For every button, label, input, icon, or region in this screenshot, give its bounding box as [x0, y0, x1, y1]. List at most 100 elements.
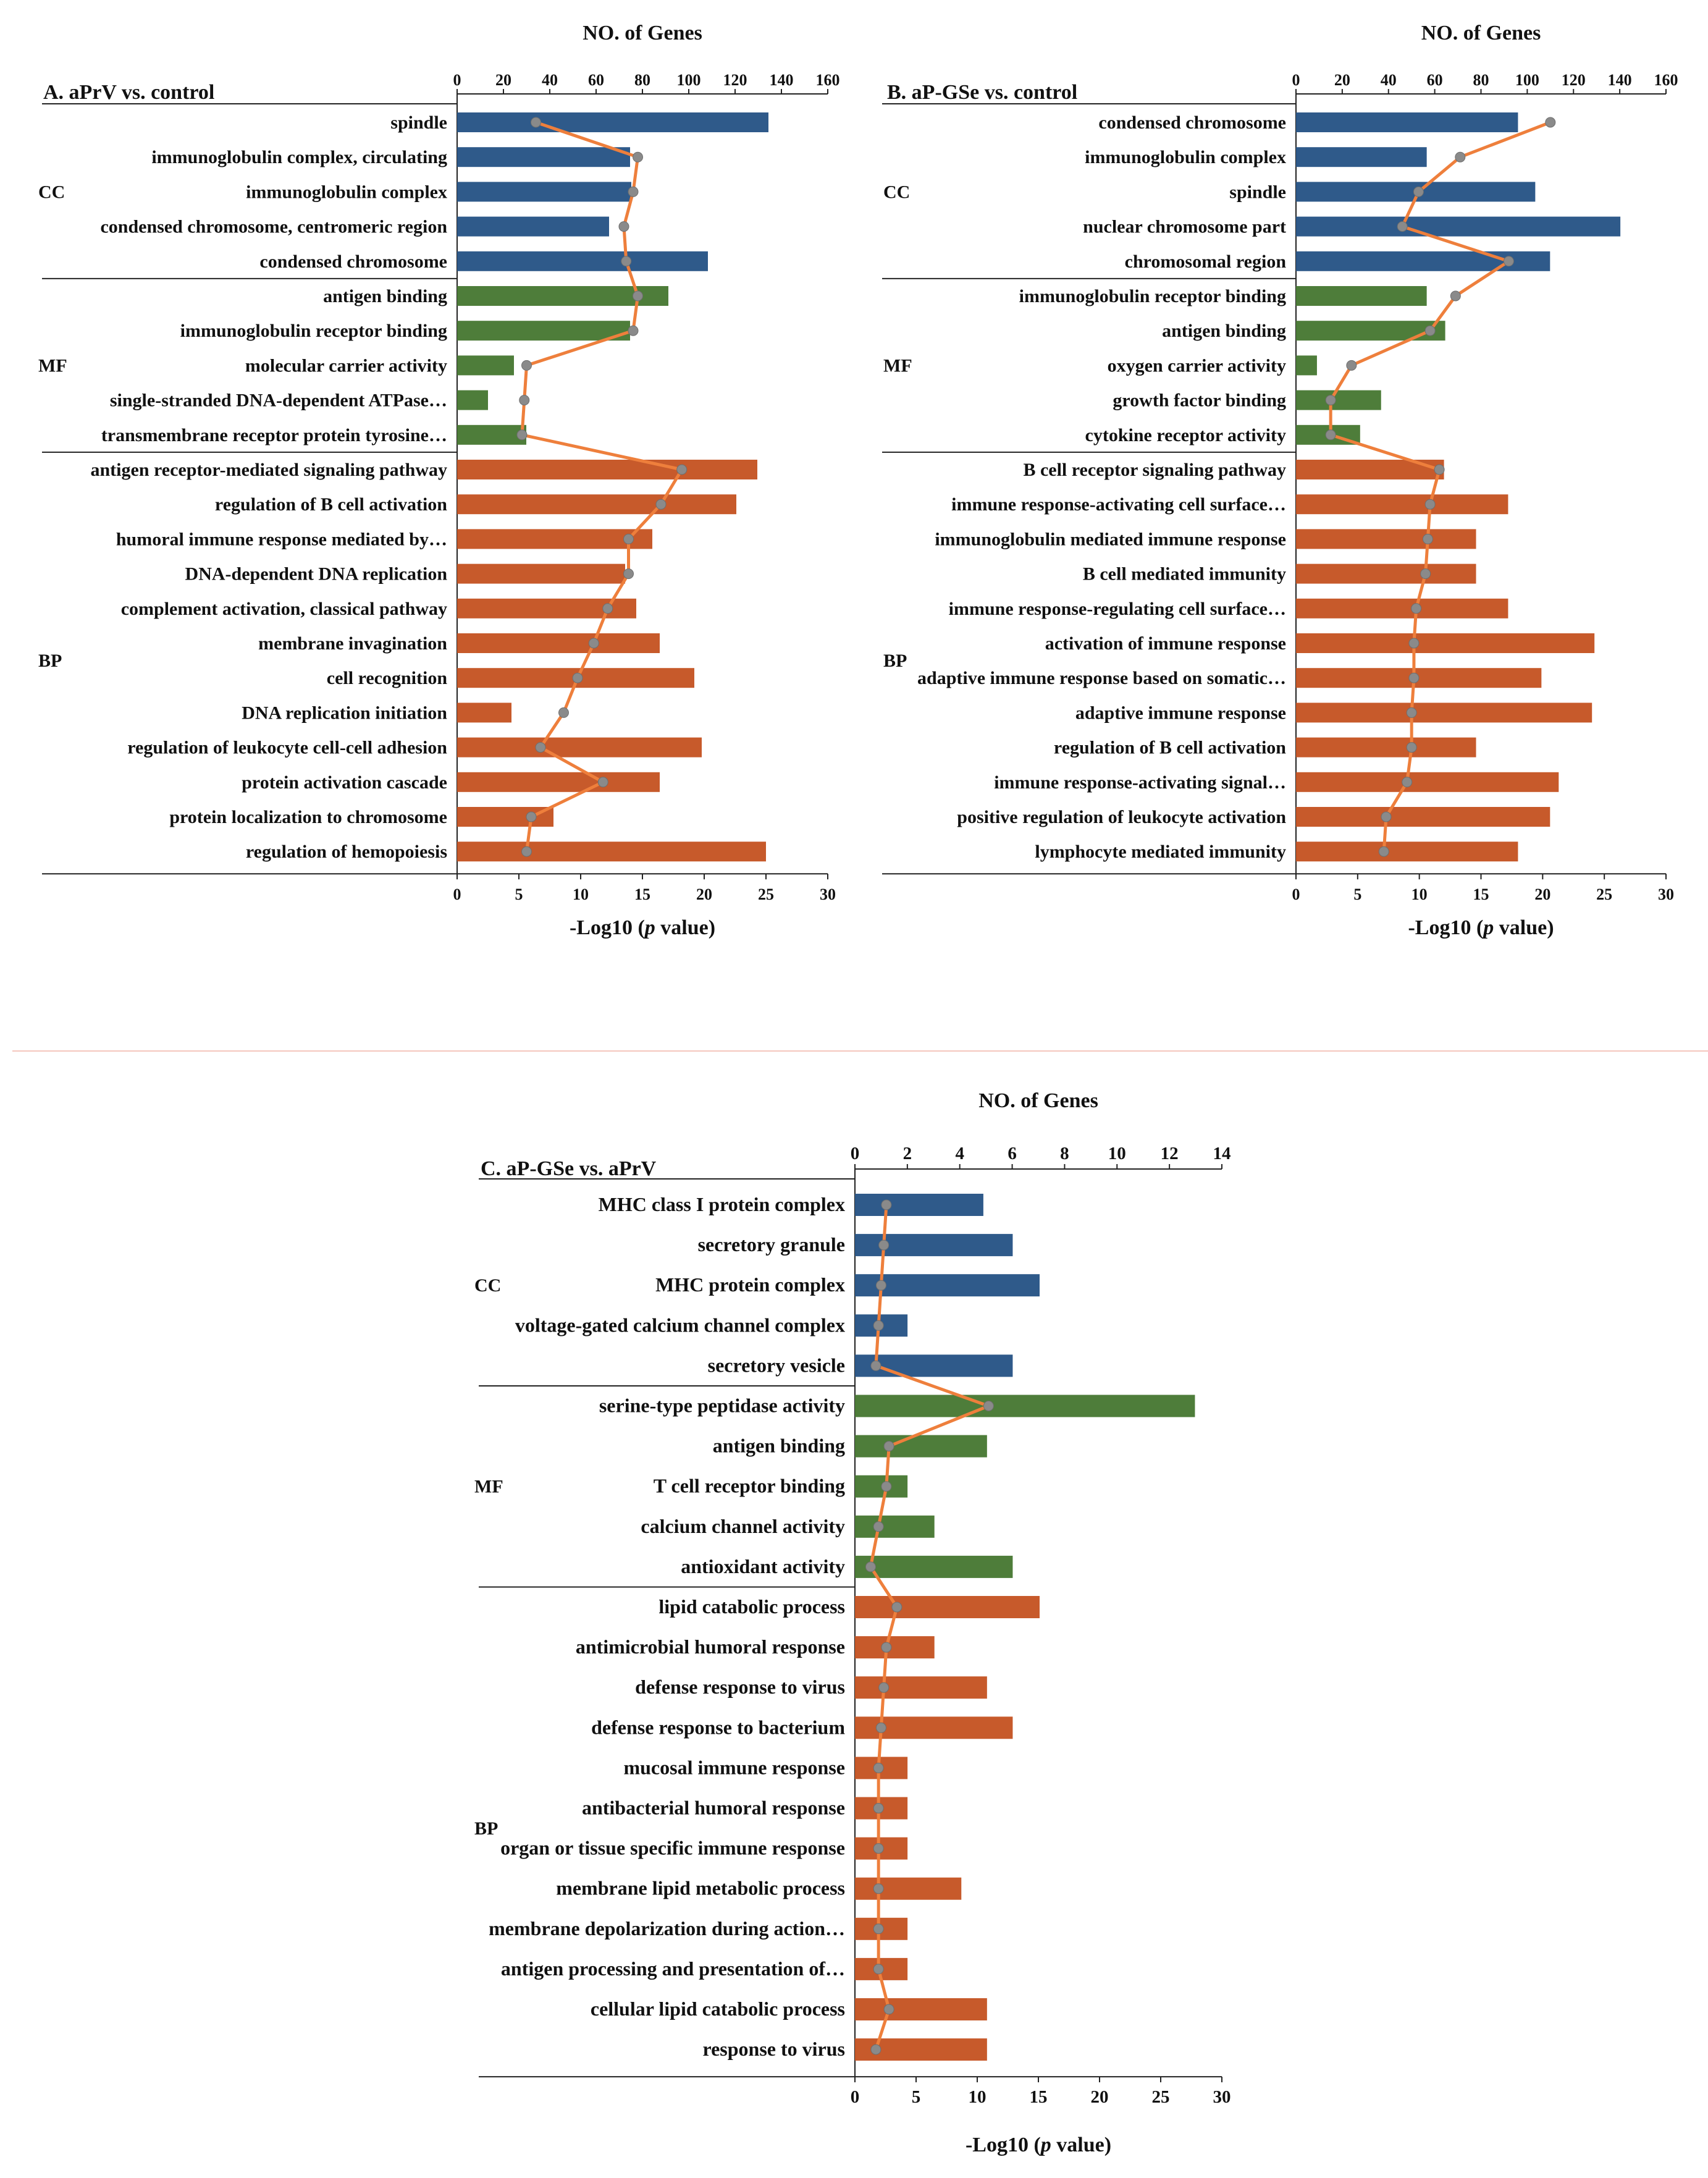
category-label: cellular lipid catabolic process — [591, 1998, 845, 2020]
top-tick-label: 140 — [1608, 71, 1632, 89]
group-label-bp: BP — [883, 651, 907, 671]
top-tick-label: 40 — [542, 71, 558, 89]
bar — [855, 1596, 1040, 1618]
gene-count-point — [623, 568, 634, 580]
gene-count-point — [870, 1360, 881, 1371]
category-label: immunoglobulin receptor binding — [1019, 286, 1286, 306]
bottom-tick-label: 15 — [1473, 885, 1489, 903]
gene-count-point — [516, 429, 528, 441]
gene-count-point — [1545, 117, 1556, 128]
category-label: immune response-activating signal… — [994, 772, 1286, 793]
category-label: immune response-regulating cell surface… — [949, 599, 1286, 619]
gene-count-point — [633, 290, 643, 302]
group-label-mf: MF — [883, 355, 912, 376]
bar — [457, 112, 768, 132]
gene-count-point — [875, 1280, 886, 1291]
gene-count-point — [873, 1843, 884, 1854]
bottom-tick-label: 10 — [1411, 885, 1428, 903]
bottom-tick-label: 20 — [696, 885, 712, 903]
bar — [855, 1636, 935, 1659]
gene-count-point — [873, 1762, 884, 1773]
category-label: response to virus — [702, 2038, 845, 2060]
bar — [457, 842, 766, 862]
top-tick-label: 0 — [851, 1144, 860, 1163]
top-tick-label: 100 — [677, 71, 701, 89]
category-label: antimicrobial humoral response — [576, 1636, 845, 1658]
category-label: lymphocyte mediated immunity — [1035, 842, 1286, 862]
category-label: antibacterial humoral response — [582, 1797, 845, 1819]
bottom-tick-label: 20 — [1534, 885, 1550, 903]
gene-count-point — [521, 846, 532, 857]
gene-count-point — [1397, 221, 1408, 232]
chart-panel-b: NO. of Genes B. aP-GSe vs. control -Log10 … — [882, 22, 1678, 939]
category-label: spindle — [1229, 182, 1286, 202]
bar — [1296, 772, 1559, 792]
bar — [457, 633, 660, 653]
bar — [855, 1395, 1195, 1417]
gene-count-point — [891, 1602, 902, 1613]
bottom-axis-title-part: value) — [655, 916, 715, 939]
gene-count-point — [1413, 186, 1424, 197]
chart-title: C. aP-GSe vs. aPrV — [481, 1157, 657, 1180]
top-tick-label: 80 — [1473, 71, 1489, 89]
category-label: B cell receptor signaling pathway — [1023, 460, 1286, 480]
panel-separator — [12, 1050, 1708, 1052]
bar — [1296, 703, 1592, 723]
gene-count-point — [875, 1722, 886, 1733]
bar — [1296, 737, 1476, 758]
top-tick-label: 120 — [1562, 71, 1586, 89]
bar — [1296, 633, 1595, 653]
bottom-tick-label: 25 — [758, 885, 774, 903]
bottom-axis-title: -Log10 (p value) — [1408, 916, 1554, 939]
bottom-tick-label: 10 — [573, 885, 589, 903]
category-label: protein localization to chromosome — [169, 807, 447, 827]
category-label: condensed chromosome — [259, 251, 447, 272]
bar — [1296, 355, 1317, 376]
category-label: immunoglobulin receptor binding — [180, 321, 447, 341]
gene-count-point — [873, 1883, 884, 1894]
gene-count-point — [873, 1964, 884, 1975]
group-label-mf: MF — [474, 1477, 503, 1497]
bar — [855, 1194, 983, 1216]
group-label-cc: CC — [38, 182, 65, 202]
category-label: organ or tissue specific immune response — [500, 1837, 845, 1859]
bottom-axis-title: -Log10 (p value) — [965, 2134, 1111, 2156]
gene-count-point — [873, 1803, 884, 1813]
bar — [457, 147, 630, 167]
bottom-tick-label: 15 — [1030, 2087, 1048, 2107]
bar — [855, 1515, 935, 1538]
category-label: antigen binding — [323, 286, 447, 306]
gene-count-point — [1422, 533, 1433, 544]
bottom-tick-label: 20 — [1091, 2087, 1109, 2107]
category-label: adaptive immune response based on somati… — [917, 668, 1286, 688]
category-label: immunoglobulin complex — [246, 182, 447, 202]
category-label: regulation of B cell activation — [215, 494, 447, 515]
gene-count-line — [1329, 120, 1551, 852]
category-label: chromosomal region — [1125, 251, 1287, 272]
top-tick-label: 0 — [1292, 71, 1300, 89]
gene-count-point — [531, 117, 541, 128]
gene-count-point — [883, 1441, 894, 1452]
bar — [457, 182, 631, 202]
category-label: voltage-gated calcium channel complex — [515, 1314, 845, 1336]
bottom-axis-title-part: value) — [1494, 916, 1554, 939]
bottom-axis-title-part: value) — [1051, 2134, 1111, 2156]
top-tick-label: 160 — [816, 71, 840, 89]
bar — [457, 355, 514, 376]
chart-title: A. aPrV vs. control — [43, 81, 214, 104]
gene-count-point — [883, 2004, 894, 2015]
bottom-axis-title-part: -Log10 ( — [570, 916, 645, 939]
gene-count-point — [1325, 429, 1336, 441]
bottom-axis-title-part: -Log10 ( — [1408, 916, 1483, 939]
top-tick-label: 14 — [1213, 1144, 1231, 1163]
category-label: calcium channel activity — [641, 1515, 845, 1537]
bar — [1296, 112, 1518, 132]
gene-count-point — [873, 1521, 884, 1532]
top-tick-label: 20 — [1334, 71, 1350, 89]
bar — [855, 1676, 987, 1699]
gene-count-point — [588, 638, 599, 649]
gene-count-point — [1406, 742, 1417, 753]
category-label: MHC protein complex — [655, 1273, 845, 1296]
gene-count-point — [1408, 638, 1420, 649]
